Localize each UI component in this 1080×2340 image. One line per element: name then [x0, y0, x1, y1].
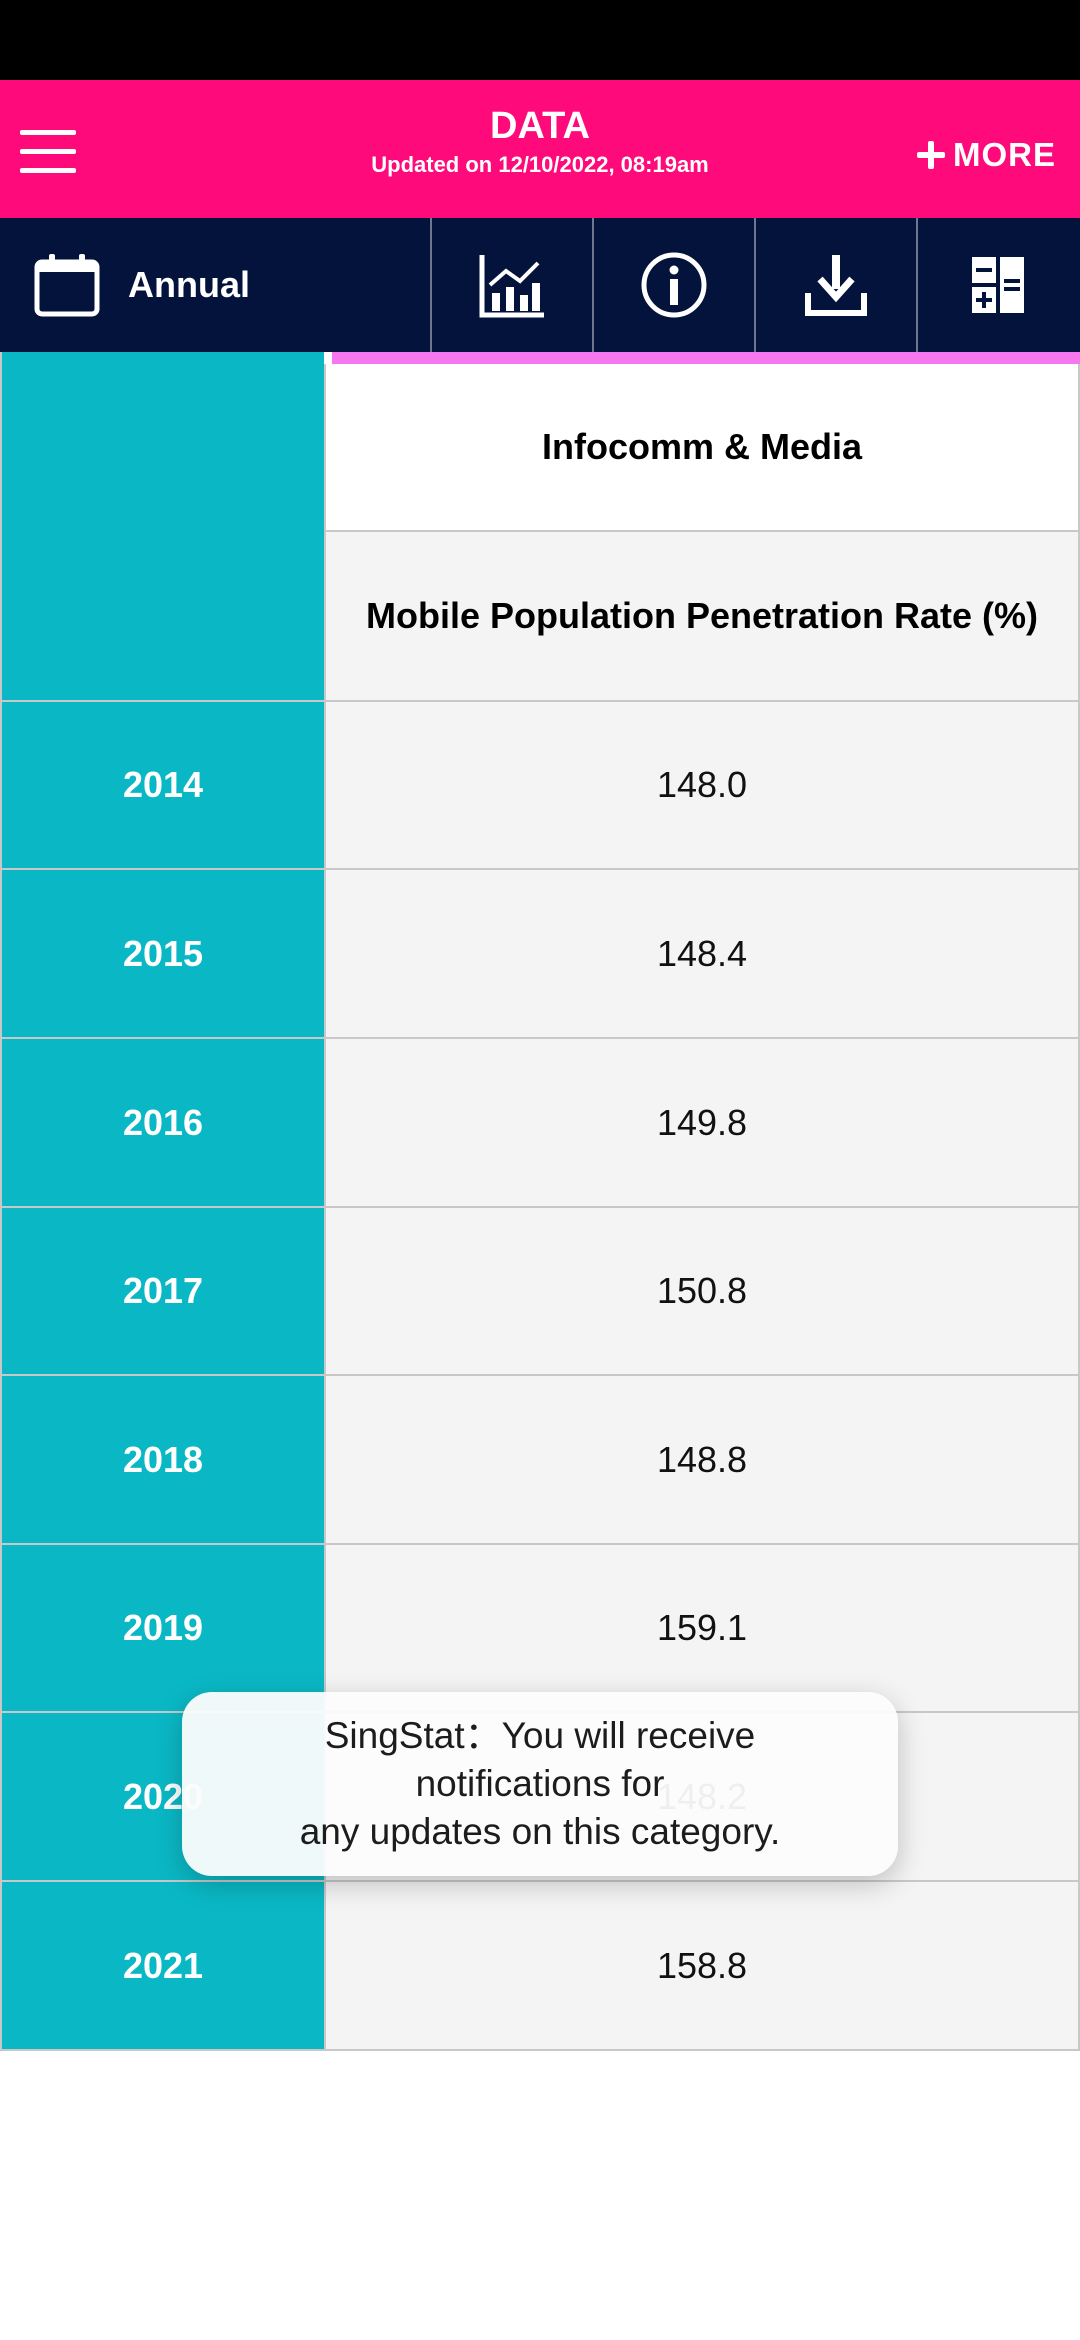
- download-icon: [805, 255, 867, 316]
- indicator-header[interactable]: Mobile Population Penetration Rate (%): [324, 532, 1080, 702]
- table-row: 2016 149.8: [0, 1039, 1080, 1208]
- table-row: 2019 159.1: [0, 1545, 1080, 1713]
- year-cell: 2014: [0, 702, 324, 870]
- more-label: MORE: [953, 136, 1056, 173]
- updated-timestamp: Updated on 12/10/2022, 08:19am: [371, 152, 709, 177]
- year-cell: 2015: [0, 870, 324, 1039]
- calculator-icon: [972, 257, 1024, 313]
- download-button[interactable]: [754, 218, 916, 352]
- year-cell: 2016: [0, 1039, 324, 1208]
- value-cell: 148.0: [324, 702, 1080, 870]
- accent-bar: [332, 352, 1080, 364]
- status-bar: [0, 0, 1080, 80]
- table-row: 2021 158.8: [0, 1882, 1080, 2051]
- value-cell: 149.8: [324, 1039, 1080, 1208]
- calculator-button[interactable]: [916, 218, 1078, 352]
- table-row: 2015 148.4: [0, 870, 1080, 1039]
- toolbar: Annual: [0, 218, 1080, 352]
- app-header: DATA Updated on 12/10/2022, 08:19am MORE: [0, 80, 1080, 218]
- value-cell: 150.8: [324, 1208, 1080, 1376]
- value-cell: 148.4: [324, 870, 1080, 1039]
- value-cell: 158.8: [324, 1882, 1080, 2051]
- value-cell: 148.8: [324, 1376, 1080, 1545]
- value-cell: 159.1: [324, 1545, 1080, 1713]
- toast-message: SingStat：You will receive notifications …: [299, 1715, 781, 1852]
- table-header-corner: [0, 352, 324, 702]
- calendar-icon: [34, 254, 100, 317]
- chart-button[interactable]: [430, 218, 592, 352]
- year-cell: 2021: [0, 1882, 324, 2051]
- year-cell: 2018: [0, 1376, 324, 1545]
- table-row: 2017 150.8: [0, 1208, 1080, 1376]
- table-row: 2018 148.8: [0, 1376, 1080, 1545]
- table-row: 2014 148.0: [0, 702, 1080, 870]
- info-icon: [641, 252, 707, 318]
- category-header: Infocomm & Media: [324, 364, 1080, 532]
- header-center: DATA Updated on 12/10/2022, 08:19am: [200, 104, 880, 180]
- more-button[interactable]: MORE: [917, 136, 1056, 174]
- hamburger-menu-icon[interactable]: [20, 130, 78, 174]
- notification-toast: SingStat：You will receive notifications …: [182, 1692, 898, 1876]
- chart-icon: [479, 255, 544, 318]
- page-title: DATA: [490, 105, 590, 147]
- plus-icon: [917, 141, 945, 169]
- frequency-label: Annual: [128, 264, 250, 305]
- frequency-selector[interactable]: Annual: [0, 218, 430, 352]
- year-cell: 2019: [0, 1545, 324, 1713]
- year-cell: 2017: [0, 1208, 324, 1376]
- info-button[interactable]: [592, 218, 754, 352]
